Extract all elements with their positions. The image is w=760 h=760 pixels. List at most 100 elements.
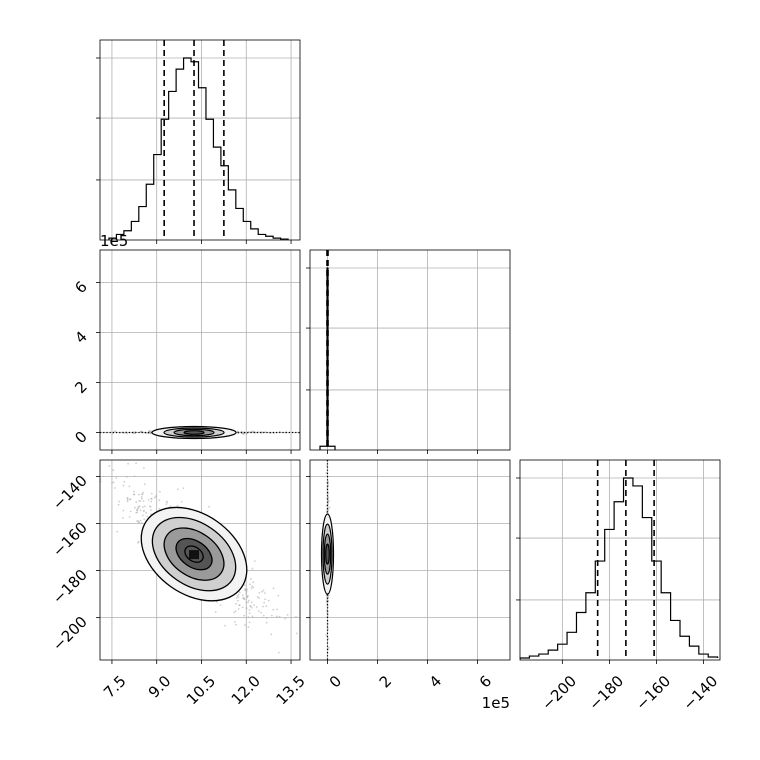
scatter-point <box>112 469 115 472</box>
scatter-point <box>327 646 330 649</box>
scatter-point <box>264 598 266 601</box>
scatter-point <box>327 637 330 640</box>
scatter-point <box>123 481 126 483</box>
y-offset-label: 1e5 <box>100 232 128 250</box>
scatter-point <box>126 475 128 478</box>
scatter-point <box>246 595 249 598</box>
scatter-point <box>144 505 146 508</box>
scatter-point <box>255 606 258 608</box>
scatter-point <box>278 615 281 618</box>
scatter-point <box>129 498 131 501</box>
scatter-point <box>265 605 268 607</box>
pair-panel <box>96 459 301 664</box>
scatter-point <box>326 465 328 467</box>
scatter-point <box>251 585 254 588</box>
scatter-point <box>122 484 125 487</box>
scatter-point <box>150 500 152 503</box>
x-tick-label: −180 <box>585 672 627 714</box>
scatter-point <box>326 627 329 629</box>
x-tick-label: 9.0 <box>145 672 175 702</box>
scatter-point <box>143 467 145 469</box>
scatter-point <box>153 496 156 499</box>
scatter-point <box>137 540 140 543</box>
scatter-point <box>327 496 329 498</box>
scatter-point <box>108 464 111 467</box>
scatter-point <box>251 615 254 618</box>
scatter-point <box>169 505 172 508</box>
scatter-point <box>245 590 248 593</box>
scatter-point <box>243 614 246 617</box>
scatter-point <box>149 505 151 507</box>
density-contour <box>325 543 330 565</box>
scatter-point <box>126 498 129 501</box>
scatter-point <box>147 499 150 501</box>
scatter-point <box>245 592 248 595</box>
scatter-point <box>214 611 217 614</box>
scatter-point <box>96 473 98 475</box>
scatter-point <box>224 624 226 627</box>
histogram-panel <box>516 459 721 664</box>
scatter-point <box>247 626 250 629</box>
scatter-point <box>265 617 268 619</box>
scatter-point <box>143 483 146 486</box>
scatter-point <box>247 601 250 604</box>
scatter-point <box>139 519 142 522</box>
y-tick-label: −140 <box>49 472 91 514</box>
scatter-point <box>142 506 144 508</box>
scatter-point <box>141 514 144 517</box>
scatter-point <box>141 493 143 496</box>
scatter-point <box>258 597 260 599</box>
scatter-point <box>248 431 250 433</box>
scatter-point <box>327 508 329 511</box>
scatter-point <box>133 490 135 493</box>
scatter-point <box>284 617 287 620</box>
scatter-point <box>142 491 144 494</box>
scatter-point <box>165 503 168 505</box>
scatter-point <box>262 614 265 617</box>
x-tick-label: 2 <box>376 672 395 691</box>
panel-frame <box>519 459 721 661</box>
scatter-point <box>262 605 264 608</box>
scatter-point <box>177 488 179 491</box>
panel-frame <box>99 249 301 451</box>
scatter-point <box>136 511 139 514</box>
x-tick-label: −200 <box>538 672 580 714</box>
scatter-point <box>237 608 240 610</box>
histogram-step <box>108 57 289 240</box>
scatter-point <box>142 431 145 434</box>
scatter-point <box>251 567 254 570</box>
scatter-point <box>133 493 136 496</box>
scatter-point <box>115 477 118 479</box>
scatter-point <box>327 506 329 509</box>
scatter-point <box>272 587 275 590</box>
scatter-point <box>242 596 245 599</box>
scatter-point <box>326 489 329 492</box>
scatter-point <box>85 432 87 434</box>
scatter-point <box>118 500 120 503</box>
scatter-point <box>235 623 237 626</box>
scatter-point <box>249 604 252 607</box>
scatter-point <box>128 485 131 488</box>
scatter-point <box>112 481 115 484</box>
scatter-point <box>263 601 266 604</box>
scatter-point <box>113 487 116 489</box>
pair-content <box>96 462 298 654</box>
scatter-point <box>286 614 289 616</box>
scatter-point <box>145 511 148 514</box>
scatter-point <box>133 475 136 478</box>
panel-frame <box>309 459 511 661</box>
pair-content <box>320 460 335 660</box>
x-offset-label: 1e5 <box>482 694 510 712</box>
scatter-point <box>233 611 236 614</box>
x-tick-label: 6 <box>476 672 495 691</box>
scatter-point <box>242 431 245 434</box>
scatter-point <box>325 472 328 474</box>
scatter-point <box>267 599 270 602</box>
pair-content <box>85 425 300 440</box>
density-contour <box>183 430 205 435</box>
scatter-point <box>158 499 161 502</box>
histogram-step <box>319 267 336 450</box>
scatter-point <box>158 508 161 510</box>
scatter-point <box>236 594 239 597</box>
scatter-point <box>146 515 149 518</box>
